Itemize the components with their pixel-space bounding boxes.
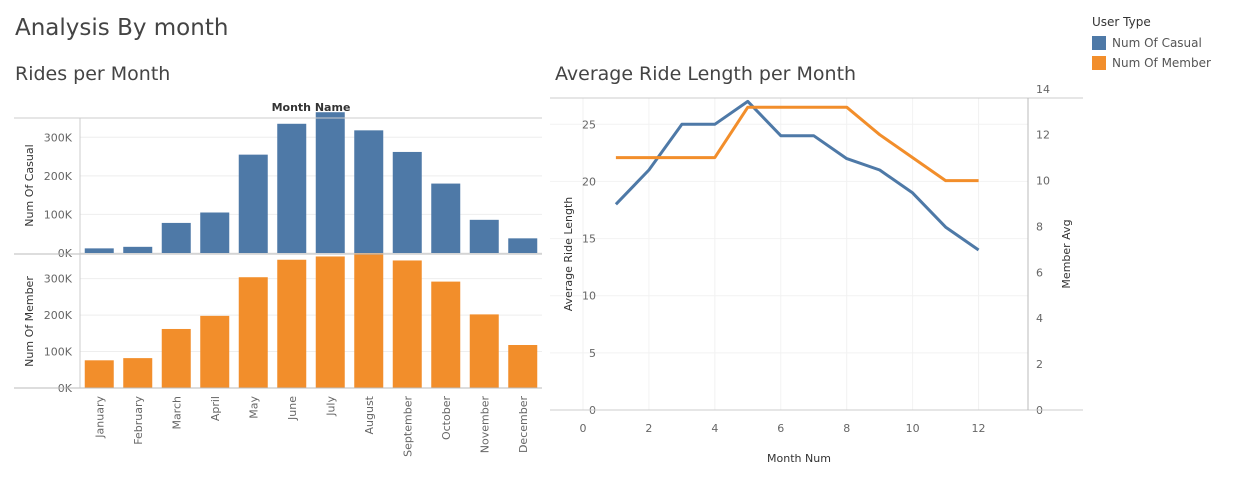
y-tick-label: 100K	[44, 208, 73, 221]
bar-chart-title: Rides per Month	[15, 63, 171, 85]
dashboard-title: Analysis By month	[15, 15, 229, 41]
series-line-member	[615, 105, 979, 183]
y-tick-label: 25	[582, 118, 596, 131]
legend-title: User Type	[1092, 15, 1151, 29]
y-axis-label: Num Of Member	[23, 276, 36, 367]
x-tick-label-january: January	[93, 396, 106, 439]
bar-member-february	[123, 358, 153, 388]
x-tick-label-march: March	[170, 396, 183, 430]
y2-tick-label: 10	[1036, 175, 1050, 188]
x-tick-label-february: February	[132, 396, 145, 445]
legend-item-casual[interactable]: Num Of Casual	[1092, 33, 1211, 53]
legend-label-casual: Num Of Casual	[1112, 36, 1202, 50]
bar-chart-header: Month Name	[272, 101, 351, 114]
bar-member-july	[315, 256, 345, 388]
bar-casual-december	[508, 238, 538, 253]
bar-casual-january	[84, 248, 114, 253]
x-tick-label-april: April	[209, 396, 222, 421]
bar-member-march	[161, 328, 191, 388]
bar-member-january	[84, 360, 114, 388]
y-tick-label: 20	[582, 175, 596, 188]
legend: User Type Num Of Casual Num Of Member	[1092, 15, 1211, 73]
y-tick-label: 100K	[44, 346, 73, 359]
y2-tick-label: 14	[1036, 83, 1050, 96]
legend-swatch-member	[1092, 56, 1106, 70]
x-tick-label-december: December	[517, 396, 530, 454]
bar-casual-november	[469, 219, 499, 253]
legend-item-member[interactable]: Num Of Member	[1092, 53, 1211, 73]
bar-casual-july	[315, 112, 345, 253]
x-tick-label-july: July	[324, 396, 337, 417]
y-axis-label: Average Ride Length	[562, 197, 575, 312]
bar-member-november	[469, 314, 499, 388]
x-tick-label-august: August	[363, 395, 376, 434]
legend-label-member: Num Of Member	[1112, 56, 1211, 70]
bar-member-october	[431, 281, 461, 388]
y2-tick-label: 8	[1036, 220, 1043, 233]
y-tick-label: 200K	[44, 170, 73, 183]
bar-member-june	[277, 259, 307, 388]
x-tick-label: 12	[972, 422, 986, 435]
bar-member-may	[238, 277, 268, 388]
bar-casual-april	[200, 212, 230, 253]
x-tick-label: 8	[843, 422, 850, 435]
y-tick-label: 300K	[44, 131, 73, 144]
legend-swatch-casual	[1092, 36, 1106, 50]
x-tick-label-october: October	[440, 396, 453, 440]
y-tick-label: 10	[582, 290, 596, 303]
x-tick-label: 4	[711, 422, 718, 435]
y2-tick-label: 2	[1036, 358, 1043, 371]
bar-casual-august	[354, 130, 384, 253]
y-tick-label: 200K	[44, 309, 73, 322]
x-tick-label-september: September	[401, 396, 414, 457]
x-tick-label: 10	[906, 422, 920, 435]
bar-casual-october	[431, 183, 461, 253]
bar-casual-may	[238, 154, 268, 253]
bar-casual-september	[392, 151, 422, 253]
line-chart-title: Average Ride Length per Month	[555, 63, 857, 85]
y2-tick-label: 4	[1036, 312, 1043, 325]
y-axis-label: Num Of Casual	[23, 144, 36, 226]
x-tick-label-november: November	[478, 396, 491, 454]
bar-casual-february	[123, 246, 153, 253]
bar-member-september	[392, 260, 422, 388]
y-tick-label: 15	[582, 233, 596, 246]
x-tick-label-june: June	[286, 396, 299, 421]
bar-member-december	[508, 345, 538, 388]
bar-member-april	[200, 315, 230, 388]
x-axis-label: Month Num	[767, 452, 831, 465]
x-tick-label: 6	[777, 422, 784, 435]
series-line-casual	[614, 99, 980, 252]
bar-casual-june	[277, 123, 307, 254]
y2-tick-label: 6	[1036, 266, 1043, 279]
x-tick-label: 0	[579, 422, 586, 435]
y2-tick-label: 12	[1036, 129, 1050, 142]
x-tick-label: 2	[645, 422, 652, 435]
bar-casual-march	[161, 222, 191, 253]
x-tick-label-may: May	[247, 396, 260, 419]
avg-ride-length-chart: 024681012051015202502468101214Month NumA…	[550, 83, 1083, 465]
bar-member-august	[354, 253, 384, 388]
y-tick-label: 5	[589, 347, 596, 360]
y-tick-label: 300K	[44, 273, 73, 286]
y2-axis-label: Member Avg	[1060, 219, 1073, 288]
